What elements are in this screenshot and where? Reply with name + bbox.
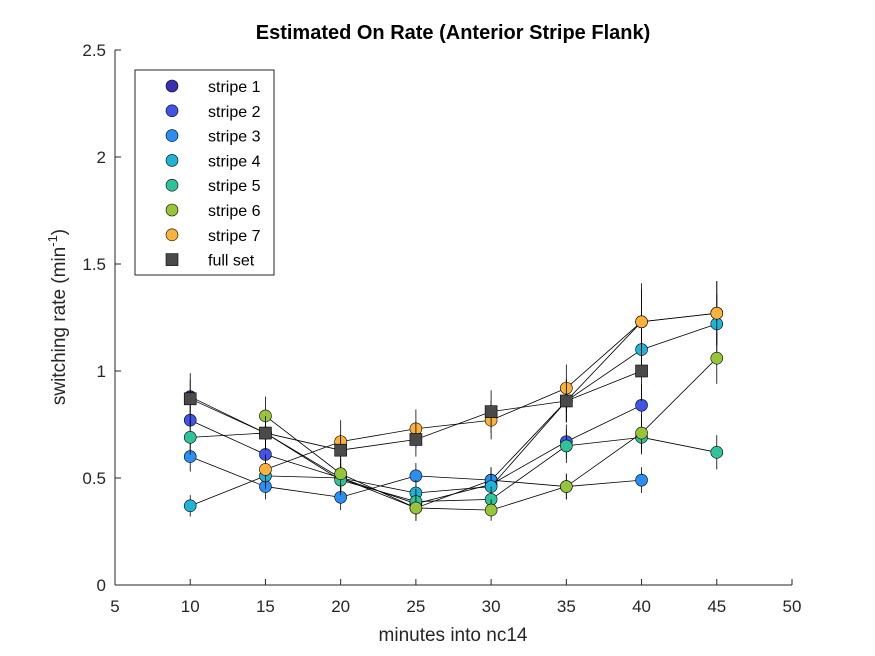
x-tick-label: 5: [110, 597, 119, 616]
chart-title: Estimated On Rate (Anterior Stripe Flank…: [256, 22, 651, 44]
legend-label: stripe 1: [208, 79, 261, 96]
data-point: [259, 426, 272, 440]
data-point: [560, 480, 573, 493]
y-tick-label: 0.5: [82, 469, 106, 488]
legend-item-stripe-4: stripe 4: [165, 153, 261, 170]
data-point: [635, 315, 648, 329]
y-axis-title-close: ): [49, 229, 70, 235]
data-point: [710, 351, 724, 365]
series-line: [190, 323, 717, 507]
x-tick-label: 15: [256, 597, 275, 616]
legend-marker: [165, 79, 179, 93]
y-axis-title-superscript: -1: [45, 235, 60, 247]
data-point: [183, 392, 197, 406]
legend-marker: [165, 154, 179, 167]
data-point: [635, 364, 648, 378]
x-tick-label: 25: [406, 597, 425, 616]
legend-marker: [165, 228, 179, 242]
legend-item-stripe-5: stripe 5: [165, 178, 261, 195]
x-tick-label: 10: [181, 597, 200, 616]
data-point: [409, 433, 423, 446]
legend-item-stripe-6: stripe 6: [165, 203, 261, 220]
data-point: [334, 467, 347, 481]
legend-item-full-set: full set: [165, 253, 255, 270]
legend-marker: [165, 253, 179, 266]
x-tick-label: 40: [632, 597, 651, 616]
data-point: [409, 469, 423, 483]
ticks-layer: 5 10 15 20 25 30 35 40 45 50 0 0.5 1 1.5 2 2.5: [82, 41, 801, 616]
data-point: [635, 426, 648, 440]
legend-marker: [165, 178, 179, 192]
legend-item-stripe-2: stripe 2: [165, 104, 261, 121]
series-stripe-6: [259, 332, 724, 521]
y-tick-label: 2.5: [82, 41, 106, 60]
legend-box: [134, 69, 275, 276]
legend-label: stripe 4: [208, 153, 261, 170]
x-tick-label: 35: [557, 597, 576, 616]
data-layer: [183, 281, 724, 521]
legend-label: stripe 5: [208, 178, 261, 195]
data-point: [183, 499, 197, 513]
y-tick-label: 1: [97, 362, 106, 381]
data-point: [635, 398, 648, 412]
data-point: [710, 446, 724, 459]
data-point: [183, 431, 197, 444]
series-full-set: [183, 341, 648, 466]
data-point: [710, 306, 724, 320]
data-point: [560, 394, 573, 408]
legend-label: full set: [208, 253, 255, 270]
y-tick-label: 1.5: [82, 255, 106, 274]
data-point: [409, 501, 423, 515]
data-point: [635, 473, 648, 487]
data-point: [259, 463, 272, 476]
legend-marker: [165, 129, 179, 142]
legend-label: stripe 3: [208, 129, 261, 146]
y-tick-label: 0: [97, 576, 106, 595]
data-point: [484, 405, 498, 418]
y-axis-title: switching rate (min-1): [45, 229, 70, 405]
x-tick-label: 45: [707, 597, 726, 616]
series-line: [190, 432, 717, 502]
x-tick-label: 20: [331, 597, 350, 616]
data-point: [334, 443, 347, 457]
y-tick-label: 2: [97, 148, 106, 167]
x-tick-label: 50: [783, 597, 802, 616]
data-point: [484, 503, 498, 517]
x-axis-title: minutes into nc14: [379, 625, 528, 646]
legend-item-stripe-7: stripe 7: [165, 228, 261, 245]
legend-marker: [165, 203, 179, 217]
legend-item-stripe-3: stripe 3: [165, 129, 261, 146]
data-point: [560, 439, 573, 453]
x-tick-label: 30: [482, 597, 501, 616]
legend-marker: [165, 104, 179, 118]
legend-label: stripe 2: [208, 104, 261, 121]
y-axis-title-main: switching rate (min: [49, 247, 70, 405]
legend-label: stripe 6: [208, 203, 261, 220]
legend-item-stripe-1: stripe 1: [165, 79, 261, 96]
legend: stripe 1 stripe 2 stripe 3 stripe 4 stripe 5…: [134, 69, 275, 276]
legend-label: stripe 7: [208, 228, 261, 245]
